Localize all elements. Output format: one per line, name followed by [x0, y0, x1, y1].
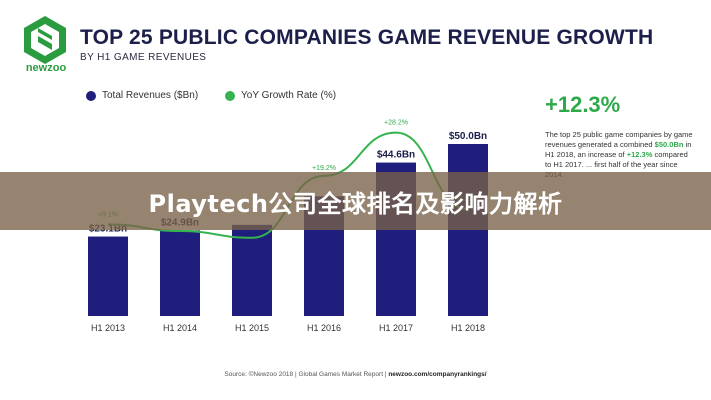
legend-growth: YoY Growth Rate (%) — [225, 90, 336, 101]
legend-revenue-swatch — [86, 90, 96, 101]
legend-revenue-label: Total Revenues ($Bn) — [102, 90, 199, 101]
source-note: Source: ©Newzoo 2018 | Global Games Mark… — [0, 371, 711, 378]
legend-revenue: Total Revenues ($Bn) — [86, 90, 198, 101]
source-text: Source: ©Newzoo 2018 | Global Games Mark… — [224, 371, 389, 378]
growth-headline: +12.3% — [545, 92, 621, 117]
growth-rate-label: +28.2% — [384, 120, 408, 127]
legend-growth-swatch — [225, 90, 235, 101]
bar-h1-2018 — [448, 144, 488, 316]
bar-h1-2015 — [232, 224, 272, 316]
bar-h1-2013 — [88, 236, 128, 316]
x-tick-label: H1 2015 — [235, 323, 269, 333]
growth-highlight-revenue: $50.0Bn — [654, 140, 684, 149]
legend-growth-label: YoY Growth Rate (%) — [241, 90, 337, 101]
x-tick-label: H1 2016 — [307, 323, 341, 333]
chart-title: TOP 25 PUBLIC COMPANIES GAME REVENUE GRO… — [80, 26, 654, 49]
brand-name: newzoo — [25, 62, 67, 74]
growth-text-1: The top 25 public game companies by game… — [545, 130, 693, 149]
chart-subtitle: BY H1 GAME REVENUES — [80, 52, 207, 63]
x-tick-label: H1 2017 — [379, 323, 413, 333]
newzoo-logo — [18, 14, 72, 74]
growth-text-2: in H1 2018, an increase of — [545, 140, 692, 159]
growth-highlight-rate: +12.3% — [626, 150, 653, 159]
newzoo-logo-icon — [24, 16, 66, 64]
source-link[interactable]: newzoo.com/companyrankings/ — [388, 371, 487, 378]
x-tick-label: H1 2014 — [163, 323, 197, 333]
growth-rate-label: +19.2% — [312, 165, 336, 172]
bar-h1-2014 — [160, 230, 200, 316]
x-tick-label: H1 2018 — [451, 323, 485, 333]
bar-value-label: $50.0Bn — [449, 131, 487, 142]
bar-value-label: $44.6Bn — [377, 150, 415, 161]
x-tick-label: H1 2013 — [91, 323, 125, 333]
banner-title: Playtech公司全球排名及影响力解析 — [148, 189, 563, 218]
overlay-banner: Playtech公司全球排名及影响力解析 — [0, 172, 711, 230]
